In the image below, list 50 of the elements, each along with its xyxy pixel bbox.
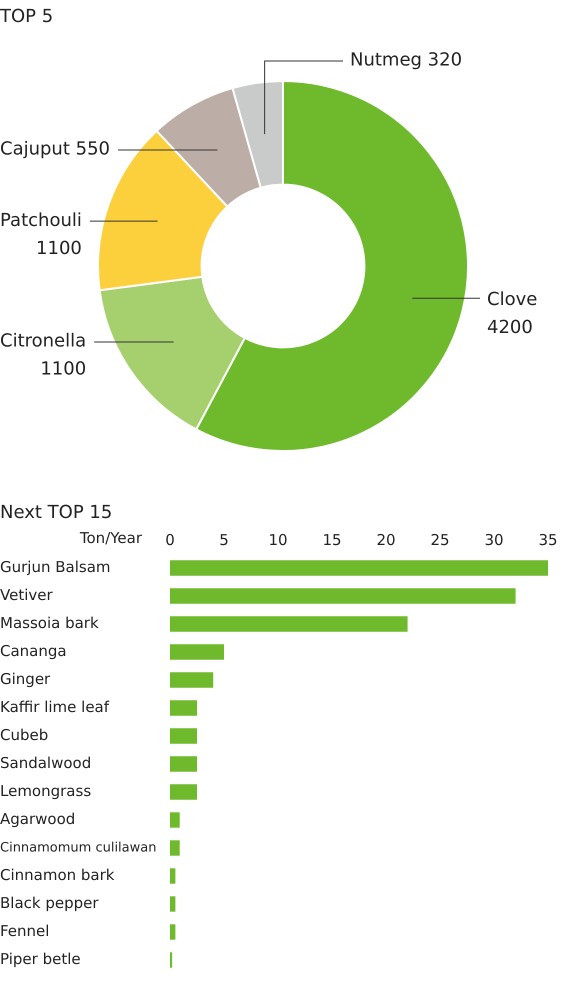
y-tick-label: Cinnamon bark [0,866,115,884]
x-tick-label: 20 [376,530,396,549]
y-tick-label: Agarwood [0,810,76,828]
bar [170,588,516,604]
data-label: 550 [76,138,110,160]
y-tick-label: Vetiver [0,586,54,604]
bar [170,924,176,940]
x-tick-label: 10 [268,530,288,549]
y-tick-label: Sandalwood [0,754,92,772]
bar [170,812,180,828]
x-tick-label: 25 [430,530,450,549]
y-tick-label: Ginger [0,670,52,688]
bar [170,728,197,744]
bar [170,784,197,800]
chart-title: Next TOP 15 [0,501,114,525]
bar [170,616,408,632]
y-tick-label: Massoia bark [0,614,99,632]
data-label: 1100 [40,358,86,380]
data-label: 4200 [487,316,533,338]
y-tick-label: Lemongrass [0,782,92,800]
bar [170,868,176,884]
bar [170,756,197,772]
bar [170,672,214,688]
slice-label: Citronella [0,330,86,352]
y-tick-label: Kaffir lime leaf [0,698,110,716]
data-label: 320 [428,50,462,71]
slice-label: Clove [487,288,538,310]
bar [170,840,180,856]
bar [170,644,224,660]
x-tick-label: 0 [165,530,175,549]
slice-label: Patchouli [0,210,82,231]
y-tick-label: Cananga [0,642,67,660]
y-tick-label: Fennel [0,922,50,940]
x-axis-title: Ton/Year [78,528,143,547]
x-tick-label: 35 [538,530,558,549]
bar [170,560,548,576]
data-label: 1100 [36,238,82,259]
y-tick-label: Cinnamomum culilawan [0,840,156,856]
slice-label: Cajuput [0,138,70,160]
y-tick-label: Gurjun Balsam [0,558,111,576]
bar [170,896,176,912]
bar [170,700,197,716]
y-tick-label: Black pepper [0,894,100,912]
x-tick-label: 15 [322,530,342,549]
x-tick-label: 30 [484,530,504,549]
x-tick-label: 5 [219,530,229,549]
y-tick-label: Cubeb [0,726,48,744]
slice-label: Nutmeg [350,50,422,71]
y-tick-label: Piper betle [0,950,81,968]
chart-title: TOP 5 [0,5,54,29]
